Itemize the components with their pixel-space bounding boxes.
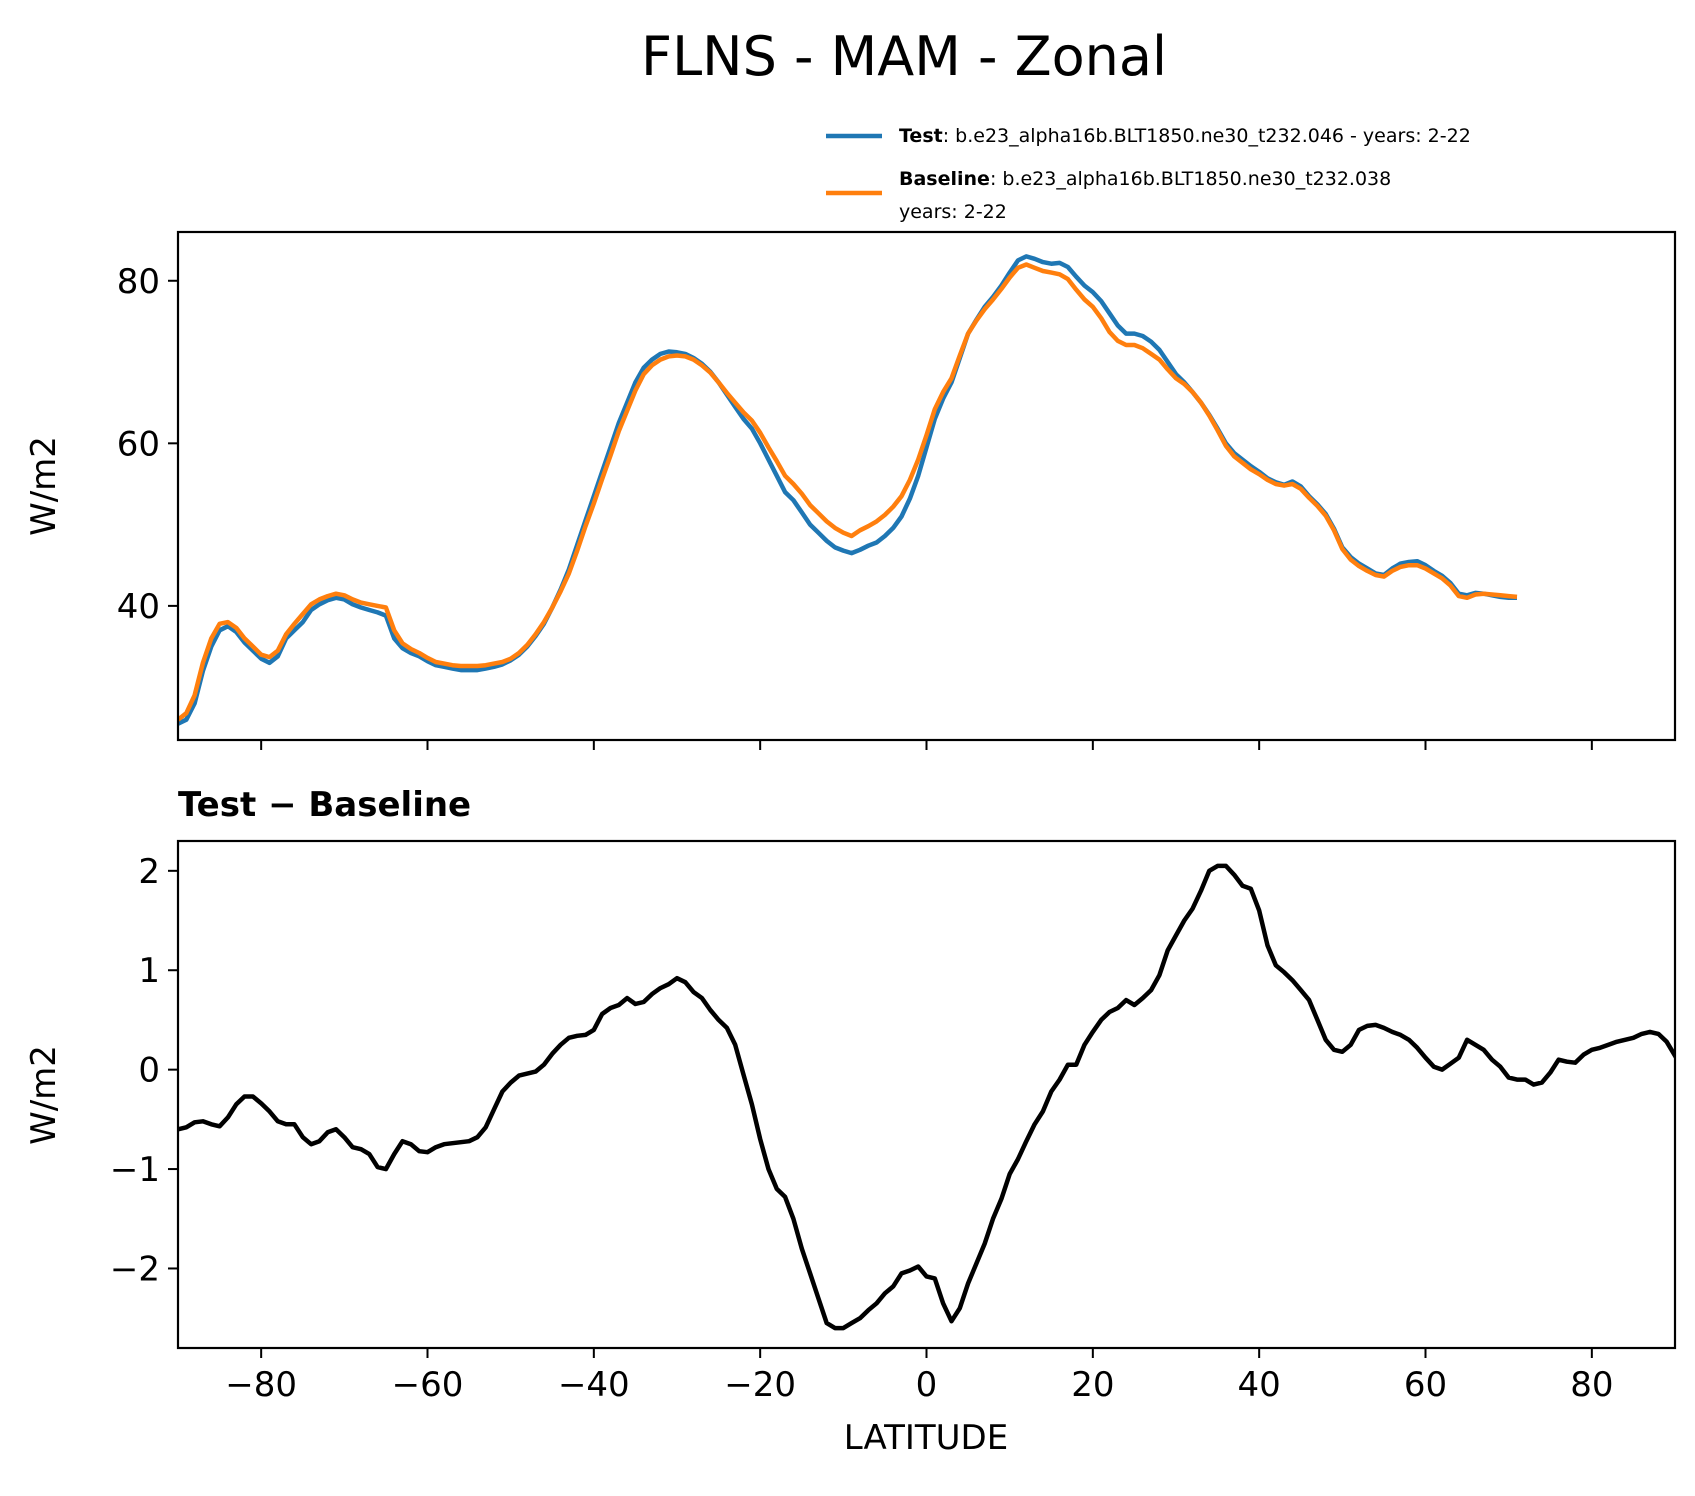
top-plot-frame — [176, 230, 1677, 742]
bottom-xtick-label: −20 — [724, 1365, 796, 1405]
bottom-plot-lines — [178, 863, 1675, 1331]
bottom-ytick-label: 1 — [138, 951, 160, 991]
legend: Test: b.e23_alpha16b.BLT1850.ne30_t232.0… — [826, 125, 1471, 223]
top-ticks: 40 60 80 — [117, 262, 1593, 750]
bottom-xtick-label: 60 — [1404, 1365, 1447, 1405]
bottom-xtick-label: −80 — [225, 1365, 297, 1405]
bottom-ytick-label: 2 — [138, 852, 160, 892]
top-ytick-label: 80 — [117, 262, 160, 302]
legend-baseline-desc-2: years: 2-22 — [899, 201, 1007, 223]
top-ytick-label: 40 — [117, 587, 160, 627]
bottom-xtick-label: 20 — [1071, 1365, 1114, 1405]
figure-title: FLNS - MAM - Zonal — [641, 25, 1167, 88]
top-plot-lines — [178, 254, 1518, 726]
legend-test-desc: : b.e23_alpha16b.BLT1850.ne30_t232.046 -… — [943, 125, 1471, 147]
bottom-panel: Test − Baseline −2 −1 0 1 2 −80 −60 −40 −20 0 20 40… — [24, 785, 1677, 1458]
top-ytick-label: 60 — [117, 424, 160, 464]
legend-baseline-label: Baseline — [899, 168, 990, 190]
bottom-xtick-label: −60 — [392, 1365, 464, 1405]
bottom-xtick-label: 0 — [916, 1365, 938, 1405]
top-series-baseline — [178, 262, 1518, 722]
legend-baseline-desc-1: : b.e23_alpha16b.BLT1850.ne30_t232.038 — [990, 168, 1391, 190]
bottom-y-axis-label: W/m2 — [24, 1045, 64, 1145]
bottom-xtick-label: 40 — [1238, 1365, 1281, 1405]
bottom-ticks: −2 −1 0 1 2 −80 −60 −40 −20 0 20 40 60 80 — [110, 852, 1614, 1405]
legend-baseline-text: Baseline: b.e23_alpha16b.BLT1850.ne30_t2… — [899, 168, 1391, 190]
bottom-xtick-label: −40 — [558, 1365, 630, 1405]
top-y-axis-label: W/m2 — [24, 436, 64, 536]
top-panel: 40 60 80 W/m2 — [24, 230, 1677, 750]
bottom-ytick-label: −1 — [110, 1150, 160, 1190]
bottom-ytick-label: −2 — [110, 1249, 160, 1289]
legend-test-label: Test — [899, 125, 943, 147]
x-axis-label: LATITUDE — [844, 1418, 1008, 1458]
legend-test-text: Test: b.e23_alpha16b.BLT1850.ne30_t232.0… — [899, 125, 1471, 147]
bottom-ytick-label: 0 — [138, 1051, 160, 1091]
bottom-xtick-label: 80 — [1570, 1365, 1613, 1405]
bottom-series-test-baseline — [178, 863, 1675, 1331]
bottom-plot-frame — [176, 839, 1677, 1350]
bottom-panel-title: Test − Baseline — [178, 785, 471, 825]
